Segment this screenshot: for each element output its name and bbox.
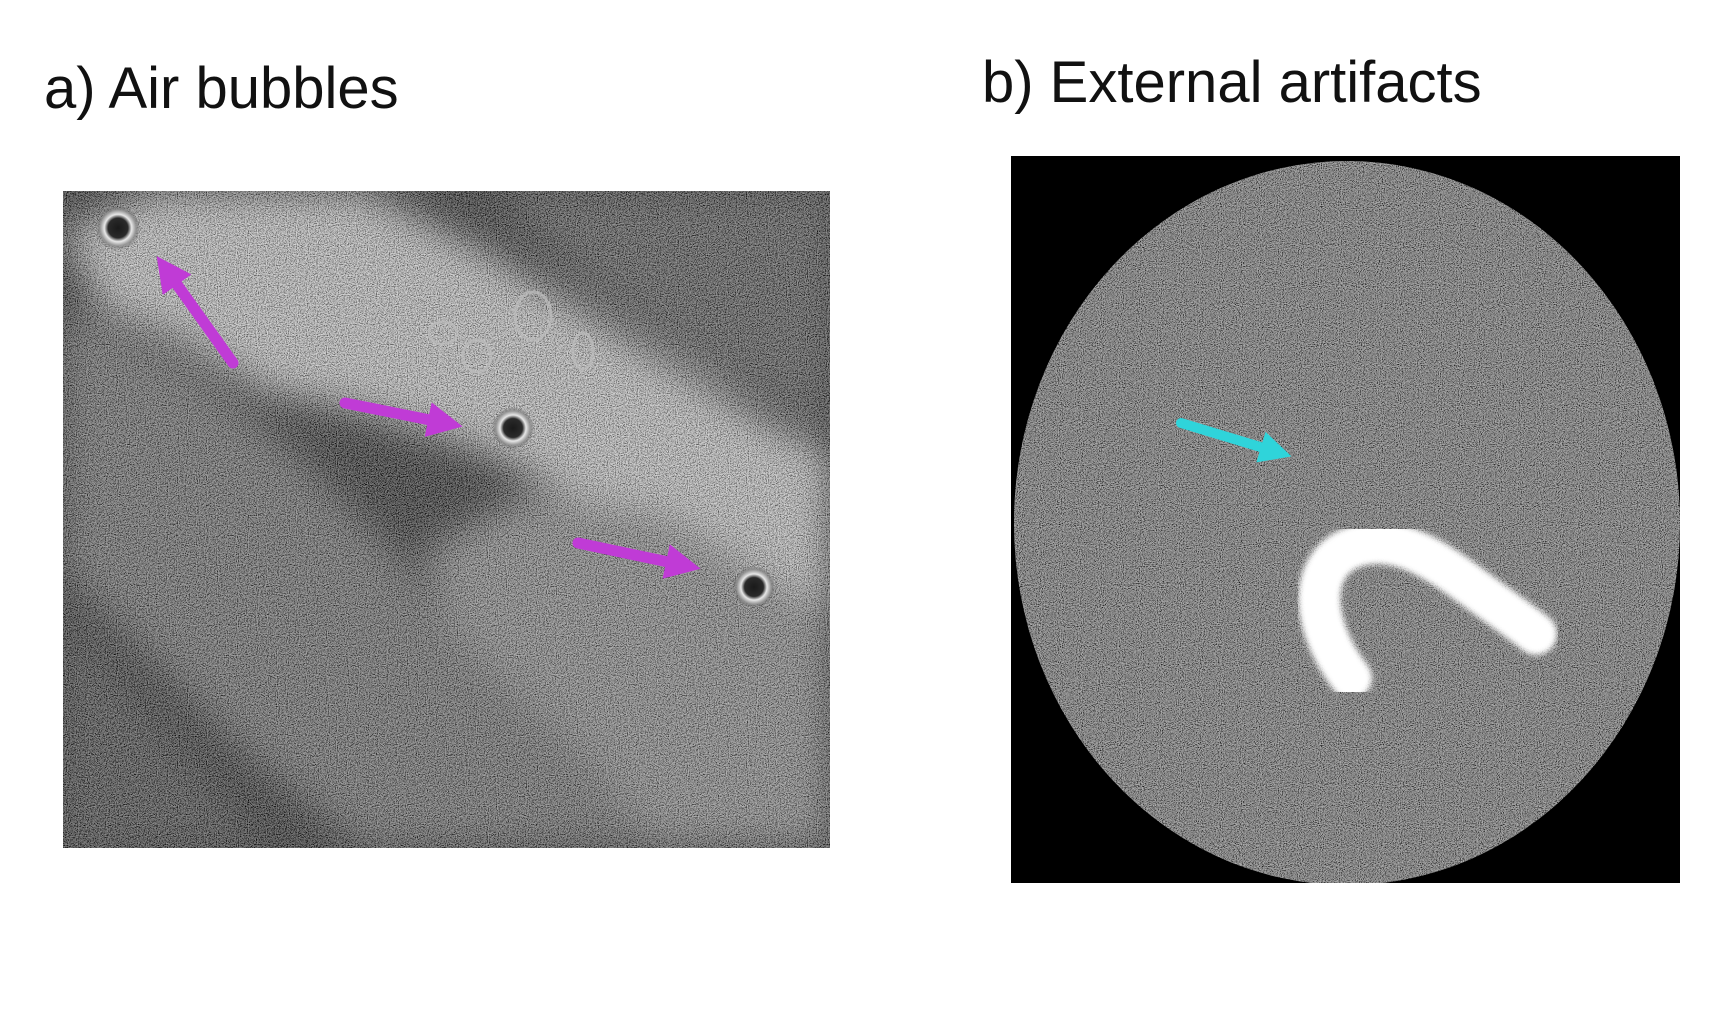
- air-bubble: [96, 206, 140, 250]
- arrow-to-bubble-2: [339, 397, 463, 437]
- cell-nuclei-texture: [1014, 161, 1680, 883]
- air-bubbles-micrograph-svg: [63, 191, 830, 848]
- arrow-to-artifact: [1176, 418, 1292, 463]
- external-artifacts-micrograph: [1011, 156, 1680, 883]
- air-bubbles: [96, 206, 775, 608]
- arrow-to-bubble-3: [572, 537, 701, 579]
- arrow-to-bubble-1: [156, 256, 239, 369]
- panel-b-title: b) External artifacts: [982, 50, 1482, 115]
- panel-a-title: a) Air bubbles: [44, 56, 399, 121]
- air-bubble: [733, 566, 775, 608]
- gland-rings: [427, 290, 595, 374]
- hook-shaped-artifact-icon: [1298, 521, 1557, 699]
- pointer-arrows: [156, 256, 701, 579]
- air-bubble: [492, 407, 534, 449]
- tissue-core: [1014, 161, 1680, 883]
- air-bubbles-micrograph: [63, 191, 830, 848]
- external-artifacts-micrograph-svg: [1011, 156, 1680, 883]
